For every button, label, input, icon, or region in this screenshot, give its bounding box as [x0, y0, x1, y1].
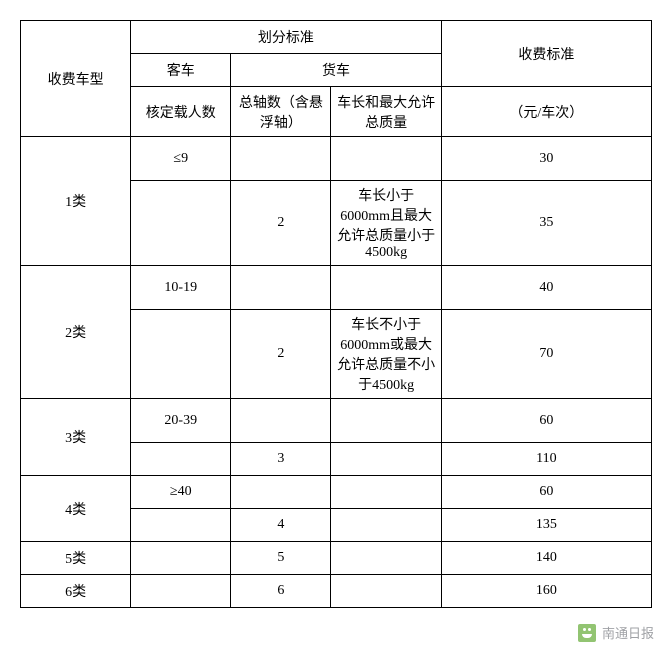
cell-len — [331, 399, 441, 443]
cell-pass: 20-39 — [131, 399, 231, 443]
cell-fee: 135 — [441, 509, 651, 542]
cell-axle: 3 — [231, 443, 331, 476]
cell-len — [331, 443, 441, 476]
cell-axle — [231, 476, 331, 509]
cell-axle — [231, 399, 331, 443]
cell-fee: 70 — [441, 310, 651, 399]
cell-fee: 30 — [441, 137, 651, 181]
table-row: 6类 6 160 — [21, 575, 652, 608]
cell-pass: ≤9 — [131, 137, 231, 181]
table-row: 1类 ≤9 30 — [21, 137, 652, 181]
cell-axle: 4 — [231, 509, 331, 542]
table-row: 3类 20-39 60 — [21, 399, 652, 443]
cell-len — [331, 575, 441, 608]
th-axle-count: 总轴数（含悬浮轴） — [231, 87, 331, 137]
th-vehicle-type: 收费车型 — [21, 21, 131, 137]
cell-fee: 60 — [441, 399, 651, 443]
th-truck: 货车 — [231, 54, 441, 87]
cell-fee: 110 — [441, 443, 651, 476]
cell-type: 1类 — [21, 137, 131, 266]
cell-len: 车长小于6000mm且最大允许总质量小于4500kg — [331, 181, 441, 266]
cell-axle: 2 — [231, 181, 331, 266]
th-approved-passengers: 核定载人数 — [131, 87, 231, 137]
cell-len — [331, 542, 441, 575]
cell-pass — [131, 310, 231, 399]
cell-axle — [231, 266, 331, 310]
cell-pass: 10-19 — [131, 266, 231, 310]
cell-type: 5类 — [21, 542, 131, 575]
watermark: 南通日报 — [578, 623, 654, 642]
cell-len — [331, 476, 441, 509]
cell-axle: 6 — [231, 575, 331, 608]
cell-len — [331, 137, 441, 181]
cell-axle — [231, 137, 331, 181]
cell-fee: 160 — [441, 575, 651, 608]
cell-type: 4类 — [21, 476, 131, 542]
cell-axle: 2 — [231, 310, 331, 399]
cell-len — [331, 509, 441, 542]
cell-pass — [131, 509, 231, 542]
cell-pass — [131, 575, 231, 608]
cell-fee: 35 — [441, 181, 651, 266]
cell-len — [331, 266, 441, 310]
cell-fee: 60 — [441, 476, 651, 509]
cell-type: 6类 — [21, 575, 131, 608]
toll-classification-table: 收费车型 划分标准 收费标准 客车 货车 核定载人数 总轴数（含悬浮轴） 车长和… — [20, 20, 652, 608]
watermark-text: 南通日报 — [602, 623, 654, 642]
th-bus: 客车 — [131, 54, 231, 87]
cell-type: 3类 — [21, 399, 131, 476]
cell-pass — [131, 181, 231, 266]
cell-len: 车长不小于6000mm或最大允许总质量不小于4500kg — [331, 310, 441, 399]
wechat-icon — [578, 624, 596, 642]
table-row: 2类 10-19 40 — [21, 266, 652, 310]
cell-pass — [131, 542, 231, 575]
cell-fee: 40 — [441, 266, 651, 310]
th-fee-standard: 收费标准 — [441, 21, 651, 87]
table-row: 4类 ≥40 60 — [21, 476, 652, 509]
th-classification: 划分标准 — [131, 21, 442, 54]
table-row: 5类 5 140 — [21, 542, 652, 575]
cell-fee: 140 — [441, 542, 651, 575]
cell-type: 2类 — [21, 266, 131, 399]
th-length-weight: 车长和最大允许总质量 — [331, 87, 441, 137]
cell-pass: ≥40 — [131, 476, 231, 509]
cell-axle: 5 — [231, 542, 331, 575]
cell-pass — [131, 443, 231, 476]
th-fee-unit: （元/车次） — [441, 87, 651, 137]
